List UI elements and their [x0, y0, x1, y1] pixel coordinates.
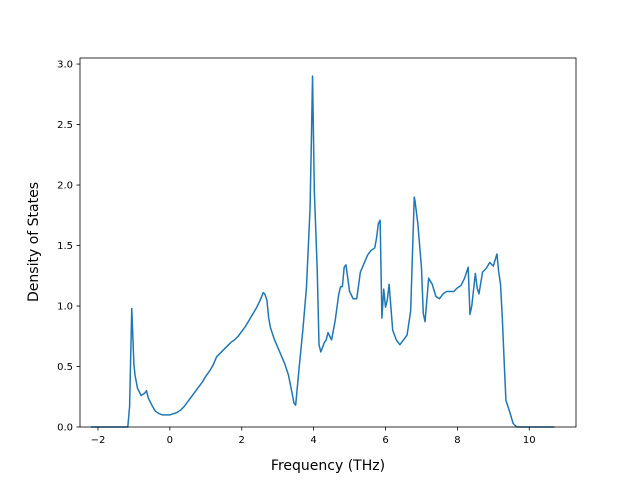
- x-tick-label: 6: [382, 435, 388, 446]
- y-tick-label: 3.0: [57, 60, 73, 71]
- y-tick-label: 0.0: [57, 423, 73, 434]
- y-tick-label: 1.5: [57, 241, 73, 252]
- series-line-0: [90, 75, 555, 428]
- x-tick-label: 0: [167, 435, 173, 446]
- x-tick-label: 2: [239, 435, 245, 446]
- x-tick-label: 10: [523, 435, 536, 446]
- y-axis-ticks: 0.0 0.5 1.0 1.5 2.0 2.5 3.0: [57, 60, 80, 434]
- plot-area: [79, 57, 577, 428]
- y-axis-label: Density of States: [26, 182, 42, 302]
- x-axis-label: Frequency (THz): [271, 458, 385, 474]
- plot-frame: [79, 57, 577, 428]
- x-tick-label: 8: [454, 435, 460, 446]
- y-tick-label: 1.0: [57, 302, 73, 313]
- y-tick-label: 0.5: [57, 362, 73, 373]
- y-tick-label: 2.5: [57, 120, 73, 131]
- x-tick-label: −2: [91, 435, 106, 446]
- x-tick-label: 4: [310, 435, 316, 446]
- y-tick-label: 2.0: [57, 181, 73, 192]
- x-axis-ticks: −2 0 2 4 6 8 10: [91, 427, 536, 446]
